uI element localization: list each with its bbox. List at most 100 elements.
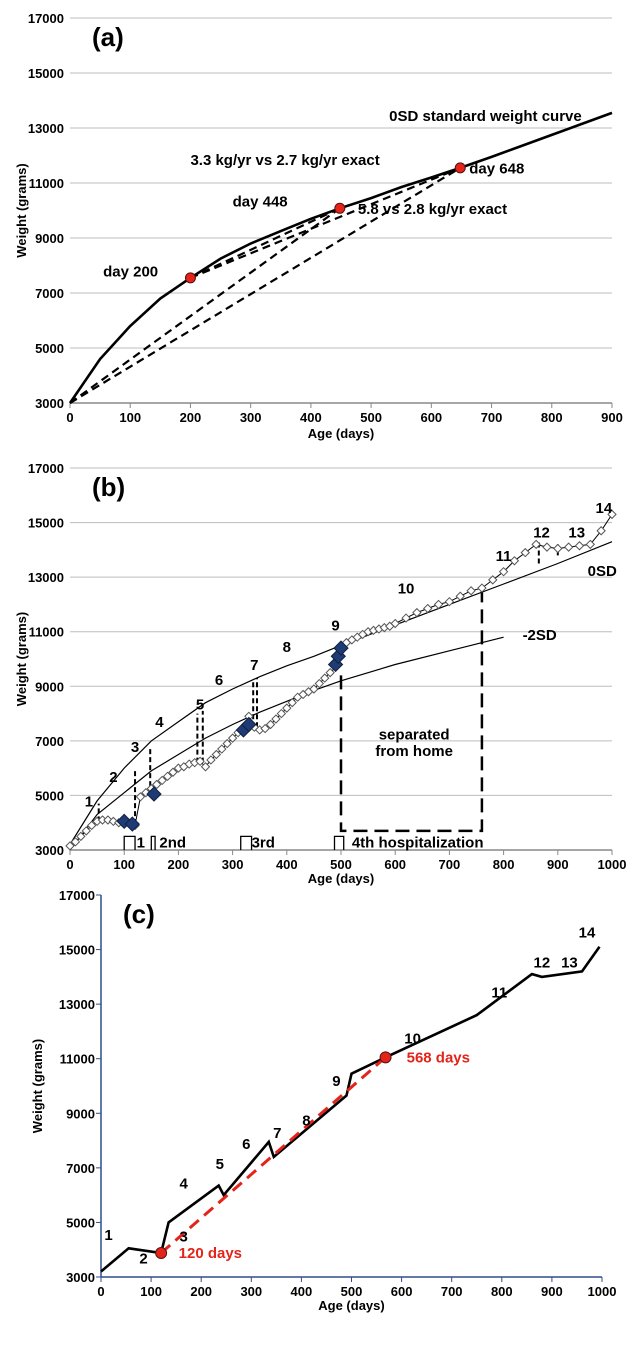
panel-b-weight-point-73 [531,539,541,550]
panel-c-x-tick-label-5: 500 [341,1284,363,1299]
panel-b-x-tick-label-4: 400 [276,857,298,872]
panel-b-hospital-point-1 [124,816,141,832]
panel-c-number-label-4: 5 [216,1156,224,1173]
panel-b-hospital-point-7 [333,640,349,656]
panel-b-curve-1 [69,636,504,851]
panel-b-x-tick-label-2: 200 [168,857,190,872]
panel-b-weight-point-27 [211,749,222,760]
panel-b-weight-point-60 [390,618,400,629]
panel-b-weight-point-66 [455,591,465,601]
panel-a-marker-1 [334,202,346,214]
panel-c-x-tick-label-7: 700 [441,1284,463,1299]
panel-c-panel-label: (c) [123,899,155,929]
panel-b-weight-point-67 [466,586,476,596]
panel-c-series-1 [160,1056,387,1255]
panel-b-weight-point-68 [477,583,487,593]
panel-b-weight-point-25 [200,762,211,772]
panel-a-y-tick-label-2: 7000 [35,286,64,301]
panel-c-annotation-0: 120 days [179,1245,242,1262]
panel-a-y-tick-label-0: 3000 [35,396,64,411]
panel-c-number-label-7: 8 [302,1113,310,1130]
panel-b-x-tick-label-6: 600 [384,857,406,872]
panel-c-y-tick-label-2: 7000 [66,1161,95,1176]
panel-b-hospital-point-2 [146,786,162,802]
panel-b-weight-point-13 [135,792,146,802]
panel-b-weight-point-18 [162,771,173,782]
panel-b-number-label-9: 10 [398,581,415,598]
panel-c-x-tick-label-9: 900 [541,1284,563,1299]
panel-b-weight-point-45 [309,684,319,694]
panel-b-weight-point-70 [498,566,509,577]
panel-b-x-tick-label-3: 300 [222,857,244,872]
panel-b-weight-point-40 [282,703,292,713]
panel-c-marker-1 [379,1051,392,1064]
panel-b-number-label-4: 5 [196,696,204,713]
panel-b-weight-point-26 [206,755,216,765]
panel-b-weight-point-30 [227,733,238,743]
panel-b-weight-point-76 [563,542,574,552]
panel-c-x-tick-label-3: 300 [240,1284,262,1299]
panel-a-annotation-4: 5.8 vs 2.8 kg/yr exact [358,201,507,218]
panel-b-x-tick-label-10: 1000 [598,857,627,872]
panel-a-x-tick-label-7: 700 [481,410,503,425]
panel-a-series-2 [69,166,461,404]
panel-b-weight-point-0 [65,841,75,851]
panel-b-weight-point-80 [607,509,617,520]
panel-b-weight-point-36 [260,723,270,734]
panel-a-x-tick-label-0: 0 [66,410,73,425]
panel-b-weight-point-46 [314,678,325,689]
panel-b-weight-point-65 [444,596,455,607]
panel-c-number-label-9: 10 [404,1031,421,1048]
panel-a-weight-curve-chart: 0 100 200 300 400 500 600 700 800 900 3000 5000 7000… [14,11,623,441]
panel-b-number-label-1: 2 [109,769,117,786]
panel-b-number-label-11: 12 [533,525,550,542]
panel-b-weight-point-74 [542,542,552,552]
panel-b-weight-point-38 [271,714,281,724]
panel-b-weight-point-63 [423,603,433,614]
panel-a-annotation-1: 3.3 kg/yr vs 2.7 kg/yr exact [190,152,379,169]
panel-b-weight-point-4 [86,820,97,831]
panel-a-series-1 [69,207,341,404]
panel-b-weight-point-62 [412,607,422,618]
panel-c-number-label-1: 2 [139,1250,147,1267]
panel-a-annotation-2: day 648 [469,160,524,177]
panel-b-weight-point-28 [217,744,227,754]
panel-b-weight-point-39 [276,708,287,719]
panel-b-weight-point-24 [195,756,205,767]
panel-b-weight-point-19 [168,767,178,777]
panel-a-series-4 [189,166,461,279]
panel-b-weight-point-3 [81,826,91,836]
panel-b-y-tick-label-7: 17000 [28,461,64,476]
panel-b-weight-point-47 [320,673,330,683]
panel-c-number-label-2: 3 [179,1229,187,1246]
panel-b-number-label-5: 6 [215,672,223,689]
panel-b-number-label-6: 7 [250,657,258,674]
panel-b-y-tick-label-4: 11000 [29,625,64,640]
panel-b-y-tick-label-3: 9000 [35,679,64,694]
panel-b-y-tick-label-0: 3000 [35,843,64,858]
panel-b-hospital-point-4 [241,716,257,733]
panel-b-weight-point-69 [488,575,498,585]
panel-b-y-tick-label-2: 7000 [35,734,64,749]
panel-a-x-tick-label-6: 600 [420,410,442,425]
panel-a-x-tick-label-8: 800 [541,410,563,425]
panel-a-x-axis-label: Age (days) [308,426,374,441]
panel-c-number-label-11: 12 [534,954,551,971]
panel-b-weight-point-78 [585,539,596,550]
panel-b-weight-point-2 [76,831,86,842]
panel-b-x-tick-label-8: 800 [493,857,515,872]
panel-c-y-tick-label-3: 9000 [66,1106,95,1121]
panel-a-x-tick-label-5: 500 [360,410,382,425]
panel-b-y-axis-label: Weight (grams) [14,612,29,706]
panel-a-annotation-3: day 448 [233,193,288,210]
panel-c-number-label-0: 1 [104,1227,112,1244]
panel-b-annotation-5: 2nd [159,834,186,851]
panel-b-annotation-3: from home [375,743,453,760]
panel-a-y-tick-label-7: 17000 [28,11,64,26]
panel-a-marker-0 [184,272,196,284]
panel-b-number-label-13: 14 [596,500,613,517]
panel-b-annotation-4: 1 [137,834,145,851]
panel-b-hospitalization-bar-2 [240,835,253,850]
panel-a-x-tick-label-4: 400 [300,410,322,425]
panel-b-number-label-3: 4 [155,714,164,731]
